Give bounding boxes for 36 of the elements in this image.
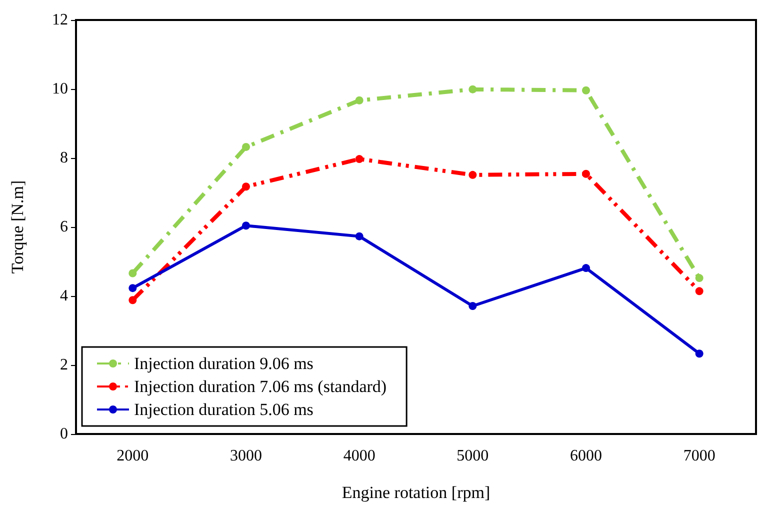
point	[695, 287, 704, 296]
legend-label: Injection duration 9.06 ms	[134, 354, 314, 373]
y-tick-label: 8	[60, 150, 68, 166]
point	[242, 142, 250, 151]
point	[355, 155, 364, 164]
point	[468, 170, 477, 179]
legend-label: Injection duration 5.06 ms	[134, 400, 314, 419]
y-tick-label: 0	[60, 426, 68, 442]
point	[582, 86, 590, 94]
point	[355, 96, 364, 104]
point	[128, 296, 137, 304]
y-tick-label: 12	[52, 12, 68, 28]
x-axis-title: Engine rotation [rpm]	[342, 483, 490, 502]
point	[468, 302, 477, 310]
point	[582, 264, 590, 272]
y-axis-title: Torque [N.m]	[8, 180, 27, 274]
point	[695, 350, 704, 358]
point	[695, 274, 704, 282]
point	[128, 284, 137, 292]
point	[582, 170, 590, 178]
point	[242, 182, 250, 191]
y-tick-label: 4	[60, 288, 68, 304]
point	[468, 85, 477, 94]
x-tick-label: 6000	[570, 448, 602, 464]
x-tick-label: 5000	[456, 448, 489, 464]
x-tick-label: 2000	[116, 448, 149, 464]
point	[355, 232, 364, 240]
y-tick-label: 10	[52, 80, 68, 98]
y-tick-label: 2	[60, 356, 68, 374]
x-tick-label: 3000	[230, 448, 262, 464]
point	[128, 269, 137, 278]
y-tick-label: 6	[60, 218, 68, 236]
legend-label: Injection duration 7.06 ms (standard)	[134, 377, 387, 396]
x-tick-label: 7000	[683, 448, 716, 464]
point	[242, 222, 250, 230]
x-tick-label: 4000	[343, 448, 376, 464]
